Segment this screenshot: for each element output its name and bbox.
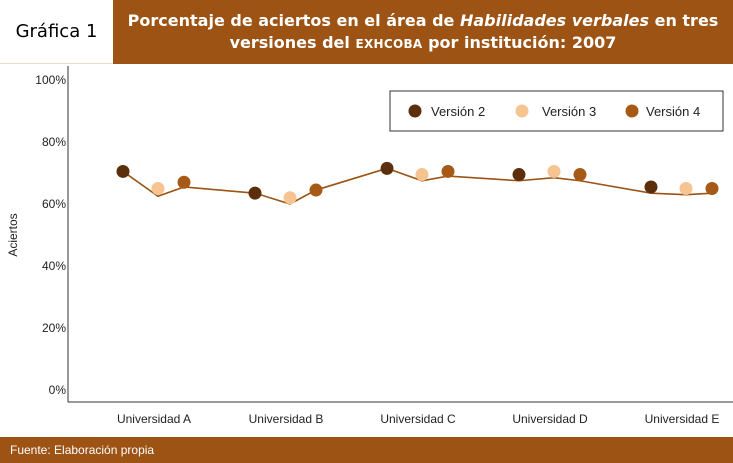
data-point-v3 xyxy=(547,164,561,178)
data-point-v3 xyxy=(151,182,165,195)
footer-source: Fuente: Elaboración propia xyxy=(0,437,733,463)
y-tick-label: 100% xyxy=(35,73,66,87)
legend-box xyxy=(389,90,724,132)
data-point-v2 xyxy=(116,164,130,178)
y-tick-label: 20% xyxy=(42,321,66,335)
y-tick-label: 0% xyxy=(49,383,67,397)
title-line-2: versiones del EXHCOBA por institución: 2… xyxy=(230,32,617,55)
y-tick-label: 40% xyxy=(42,259,66,273)
data-point-v3 xyxy=(415,168,429,182)
title-text-2a: versiones del xyxy=(229,32,356,52)
data-point-v4 xyxy=(705,182,719,195)
chart-title: Porcentaje de aciertos en el área de Hab… xyxy=(113,0,733,64)
title-line-1: Porcentaje de aciertos en el área de Hab… xyxy=(128,10,719,32)
x-tick-label: Universidad C xyxy=(380,412,456,426)
data-point-v4 xyxy=(309,183,323,197)
data-point-v2 xyxy=(380,161,394,175)
x-tick-label: Universidad D xyxy=(512,412,588,426)
chart-area: 0% 20% 40% 60% 80% 100% Aciertos Universidad A U… xyxy=(6,66,733,426)
data-point-v4 xyxy=(177,175,191,189)
title-text-2b: EXHCOBA xyxy=(355,36,423,51)
legend-marker xyxy=(625,104,639,118)
legend-marker xyxy=(515,104,529,118)
y-axis-title: Aciertos xyxy=(6,213,20,256)
data-point-v2 xyxy=(644,180,658,194)
data-point-v4 xyxy=(573,168,587,182)
title-text-1a: Porcentaje de aciertos en el área de xyxy=(127,10,460,30)
data-point-v4 xyxy=(441,164,455,178)
legend-label: Versión 4 xyxy=(646,104,700,119)
data-point-v2 xyxy=(512,168,526,182)
figure-label: Gráfica 1 xyxy=(15,21,98,42)
data-point-v3 xyxy=(679,182,693,195)
title-text-2c: por institución: 2007 xyxy=(422,32,617,52)
title-text-1b: Habilidades verbales xyxy=(459,10,650,30)
legend-label: Versión 2 xyxy=(431,104,485,119)
data-point-v2 xyxy=(248,186,262,200)
legend-label: Versión 3 xyxy=(542,104,596,119)
title-text-1c: en tres xyxy=(649,10,719,30)
y-tick-label: 80% xyxy=(42,135,66,149)
x-tick-label: Universidad A xyxy=(117,412,191,426)
figure-label-box: Gráfica 1 xyxy=(0,0,113,64)
legend-marker xyxy=(408,104,422,118)
x-tick-label: Universidad B xyxy=(249,412,324,426)
y-tick-label: 60% xyxy=(42,197,66,211)
header: Gráfica 1 Porcentaje de aciertos en el á… xyxy=(0,0,733,64)
data-point-v3 xyxy=(283,191,297,205)
x-tick-label: Universidad E xyxy=(645,412,720,426)
